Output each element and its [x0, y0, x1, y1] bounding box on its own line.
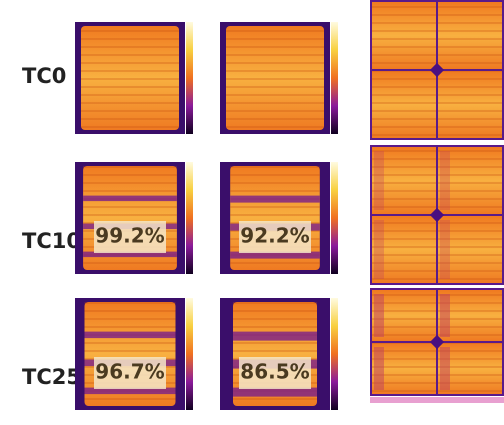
- row-label: TC0: [22, 64, 66, 88]
- module-busbars: [226, 26, 324, 130]
- dark-band: [85, 332, 176, 339]
- colorbar: [331, 298, 338, 410]
- colorbar: [331, 162, 338, 274]
- retention-label: 99.2%: [95, 224, 164, 248]
- closeup-dark: [440, 347, 450, 390]
- closeup-fingers: [438, 2, 502, 69]
- closeup-fingers: [372, 71, 436, 138]
- colorbar: [186, 162, 193, 274]
- figure: TC0 TC10 99.2% 92.2% TC25 96.7% 86.5%: [0, 0, 504, 425]
- closeup-fingers: [438, 71, 502, 138]
- colorbar: [186, 22, 193, 134]
- closeup-dark: [440, 294, 450, 337]
- closeup-dark: [374, 347, 384, 390]
- dark-band: [233, 332, 317, 341]
- row-label: TC25: [22, 365, 81, 389]
- closeup-dark: [440, 220, 450, 279]
- retention-label: 92.2%: [240, 224, 309, 248]
- row-label: TC10: [22, 229, 81, 253]
- closeup-dark: [374, 220, 384, 279]
- retention-label: 96.7%: [95, 360, 164, 384]
- retention-label: 86.5%: [240, 360, 309, 384]
- closeup-dark: [374, 294, 384, 337]
- closeup-dark: [374, 151, 384, 210]
- colorbar: [331, 22, 338, 134]
- module-busbars: [81, 26, 179, 130]
- closeup-colorbar: [370, 397, 504, 403]
- closeup-fingers: [372, 2, 436, 69]
- dark-band: [83, 196, 177, 202]
- dark-band: [230, 196, 320, 203]
- colorbar: [186, 298, 193, 410]
- closeup-dark: [440, 151, 450, 210]
